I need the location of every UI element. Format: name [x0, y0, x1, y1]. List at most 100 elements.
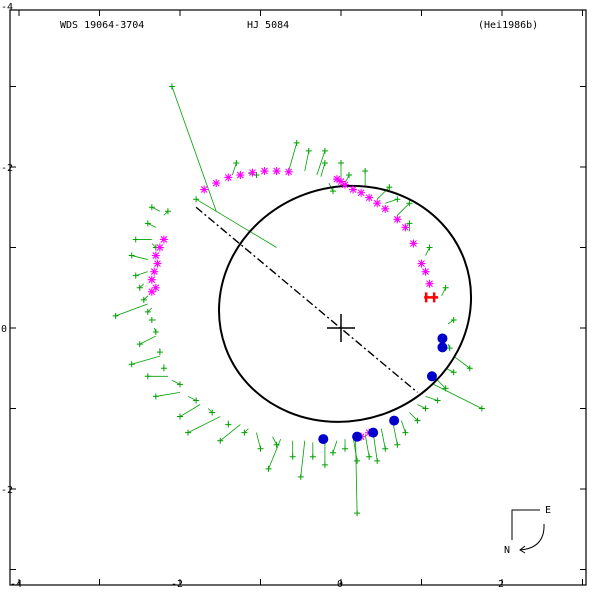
micrometer-residual-line	[187, 396, 197, 401]
compass-north-label: N	[504, 545, 510, 556]
micrometer-point	[321, 147, 328, 154]
speckle-point	[236, 171, 245, 180]
micrometer-point	[136, 284, 143, 291]
orbit-ellipse	[218, 184, 473, 423]
micrometer-residual-line	[433, 383, 483, 409]
micrometer-residual-line	[453, 355, 471, 369]
micrometer-residual-line	[151, 243, 157, 248]
line-of-nodes	[195, 206, 418, 393]
micrometer-residual-line	[288, 142, 298, 172]
speckle-point	[284, 167, 293, 176]
speckle-point	[341, 180, 350, 189]
micrometer-residual-line	[155, 392, 181, 397]
speckle-point	[153, 259, 162, 268]
micrometer-point	[305, 147, 312, 154]
compass-east-label: E	[545, 505, 551, 516]
micrometer-point	[354, 457, 361, 464]
speckle-point	[393, 215, 402, 224]
micrometer-residual-line	[244, 428, 249, 433]
speckle-point	[357, 188, 366, 197]
micrometer-point	[241, 429, 248, 436]
micrometer-point	[177, 381, 183, 388]
recent-point	[437, 342, 448, 353]
micrometer-residual-line	[425, 247, 430, 256]
speckle-point	[417, 259, 426, 268]
micrometer-residual-line	[300, 440, 306, 477]
speckle-point	[365, 193, 374, 202]
micrometer-point	[132, 272, 139, 279]
micrometer-residual-line	[364, 434, 370, 457]
micrometer-point	[446, 345, 453, 352]
micrometer-point	[136, 341, 143, 348]
micrometer-residual-line	[139, 335, 157, 345]
micrometer-residual-line	[220, 424, 241, 442]
micrometer-residual-line	[179, 404, 201, 417]
micrometer-point	[185, 429, 192, 436]
micrometer-residual-line	[135, 271, 148, 277]
compass-arrow	[519, 523, 545, 551]
speckle-point	[151, 283, 160, 292]
micrometer-residual-line	[376, 186, 390, 200]
micrometer-residual-line	[143, 295, 149, 301]
micrometer-residual-line	[304, 150, 310, 172]
plot-frame	[9, 9, 587, 586]
recent-point	[318, 434, 329, 445]
micrometer-residual-line	[171, 379, 181, 385]
recent-point	[352, 431, 363, 442]
micrometer-point	[354, 510, 361, 517]
micrometer-point	[422, 405, 429, 412]
micrometer-residual-line	[380, 428, 386, 449]
micrometer-point	[366, 453, 373, 460]
micrometer-point	[289, 453, 296, 460]
micrometer-point	[382, 445, 389, 452]
micrometer-residual-line	[344, 174, 350, 184]
speckle-point	[381, 204, 390, 213]
micrometer-point	[346, 172, 353, 179]
y-tick-label-zero: 0	[1, 324, 7, 335]
speckle-point	[155, 243, 164, 252]
micrometer-residual-line	[272, 436, 277, 445]
micrometer-point	[329, 449, 336, 456]
micrometer-point	[402, 429, 409, 436]
speckle-point	[337, 177, 345, 186]
micrometer-point	[144, 220, 151, 227]
micrometer-residual-line	[207, 408, 213, 413]
micrometer-point	[193, 196, 200, 203]
micrometer-residual-line	[392, 424, 398, 445]
micrometer-point	[152, 393, 159, 400]
speckle-point	[421, 267, 430, 276]
speckle-point	[200, 185, 209, 194]
micrometer-point	[394, 441, 401, 448]
micrometer-residual-line	[320, 162, 326, 177]
compass-arrowhead	[519, 545, 526, 554]
micrometer-point	[217, 437, 224, 444]
axis-ticks	[10, 10, 586, 585]
micrometer-point	[128, 252, 135, 259]
micrometer-residual-line	[187, 416, 221, 434]
micrometer-point	[414, 417, 421, 424]
micrometer-point	[450, 369, 457, 376]
micrometer-point	[394, 196, 401, 203]
micrometer-point	[426, 244, 433, 251]
speckle-point	[147, 287, 156, 296]
speckle-point	[272, 167, 281, 176]
micrometer-residual-line	[131, 255, 148, 260]
micrometer-point	[321, 461, 328, 468]
special-point	[424, 292, 439, 303]
micrometer-residual-line	[163, 210, 169, 216]
micrometer-point	[450, 316, 457, 323]
micrometer-point	[442, 284, 449, 291]
micrometer-residual-line	[437, 380, 446, 389]
speckle-point	[425, 279, 434, 288]
speckle-point	[151, 251, 160, 260]
micrometer-residual-line	[316, 150, 326, 176]
micrometer-point	[342, 445, 349, 452]
speckle-point	[147, 275, 156, 284]
micrometer-residual-line	[441, 287, 447, 296]
recent-point	[368, 427, 379, 438]
speckle-point	[159, 235, 168, 244]
y-tick-label-top: -4	[1, 2, 13, 13]
micrometer-residual-line	[256, 432, 261, 449]
speckle-point	[401, 223, 410, 232]
